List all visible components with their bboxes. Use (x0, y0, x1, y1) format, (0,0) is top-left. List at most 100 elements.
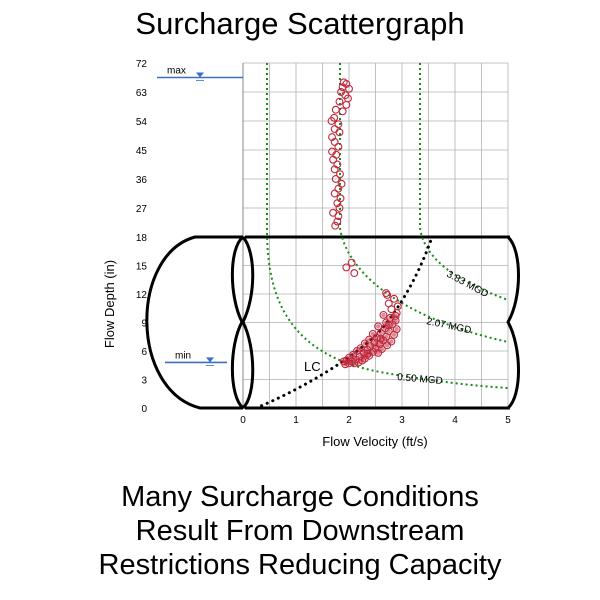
data-point-fill (346, 355, 352, 360)
data-point (376, 329, 385, 337)
data-point (330, 125, 339, 134)
caption-line-1: Many Surcharge Conditions (121, 481, 479, 513)
data-point-fill (365, 347, 370, 353)
curve-label-2-07-mgd: 2.07 MGD (425, 316, 472, 336)
pipe-outline (145, 235, 520, 410)
max-level-label: max (167, 66, 186, 77)
data-point (333, 199, 342, 208)
data-point (327, 117, 336, 125)
data-point (331, 175, 340, 183)
data-point-fill (383, 334, 389, 339)
data-point-fill (379, 346, 385, 352)
x-tick-label: 4 (452, 415, 458, 426)
max-level-icon (196, 72, 204, 78)
min-level-icon (206, 357, 214, 363)
curve-label-lc: LC (304, 359, 321, 374)
data-point-fill (362, 341, 368, 346)
x-tick-label: 1 (293, 415, 299, 426)
lc-curve (254, 235, 434, 410)
x-tick-label: 2 (346, 415, 352, 426)
iso-q-curve-2-07-mgd (339, 63, 509, 343)
data-point-fill (394, 326, 399, 332)
data-point (342, 100, 351, 109)
data-point (335, 128, 344, 137)
data-point (379, 310, 388, 319)
data-point-fill (354, 348, 360, 354)
data-point-fill (386, 328, 391, 334)
iso-flow-curves (254, 63, 509, 410)
data-point (336, 170, 344, 179)
data-point-fill (375, 324, 381, 329)
data-point-fill (370, 331, 376, 337)
data-point-fill (368, 344, 373, 349)
data-point (342, 263, 351, 272)
data-point-fill (381, 312, 386, 318)
y-tick-label: 9 (141, 319, 147, 330)
curve-label-3-83-mgd: 3.83 MGD (445, 269, 490, 300)
data-point-fill (373, 345, 378, 351)
data-point-fill (391, 332, 397, 338)
caption-line-3: Restrictions Reducing Capacity (98, 549, 502, 581)
data-point (334, 120, 343, 129)
y-axis-label: Flow Depth (in) (102, 260, 117, 348)
data-point (331, 221, 340, 230)
y-tick-label: 27 (136, 204, 148, 215)
data-point-fill (389, 339, 394, 344)
page-title: Surcharge Scattergraph (135, 6, 465, 41)
data-point (383, 341, 392, 350)
y-tick-label: 15 (136, 262, 148, 273)
data-point-fill (365, 351, 370, 357)
data-points (327, 78, 402, 369)
data-point (330, 165, 339, 174)
y-tick-label: 72 (136, 59, 148, 70)
data-point (334, 184, 343, 193)
data-point (338, 107, 347, 116)
data-point (347, 258, 356, 267)
data-point-fill (375, 350, 381, 356)
data-point-fill (370, 349, 376, 355)
data-point-fill (366, 337, 372, 342)
x-tick-label: 0 (240, 415, 246, 426)
data-point-fill (386, 323, 391, 328)
min-level-label: min (175, 350, 191, 361)
iso-q-curve-3-83-mgd (419, 63, 509, 301)
y-tick-label: 0 (141, 404, 147, 415)
y-tick-label: 54 (136, 117, 148, 128)
y-tick-label: 3 (141, 376, 147, 387)
data-point (335, 97, 344, 106)
x-axis-label: Flow Velocity (ft/s) (322, 434, 427, 449)
level-markers: max min (157, 66, 243, 366)
data-point-fill (352, 361, 357, 366)
data-point-fill (346, 361, 352, 366)
y-tick-label: 36 (136, 175, 148, 186)
data-point (331, 105, 340, 114)
data-point-fill (353, 357, 358, 362)
data-point-fill (384, 343, 390, 348)
data-point-fill (374, 335, 379, 340)
data-point-fill (393, 313, 398, 319)
caption: Many Surcharge Conditions Result From Do… (0, 480, 600, 582)
data-point (330, 189, 339, 198)
data-point (393, 302, 402, 311)
x-tick-label: 3 (399, 415, 405, 426)
data-point-fill (343, 362, 348, 367)
data-point (345, 84, 353, 93)
data-point-fill (377, 342, 382, 347)
data-point (350, 269, 359, 278)
data-point-fill (383, 320, 389, 325)
data-point (383, 291, 392, 299)
data-point (334, 142, 343, 151)
iso-q-curve-0-50-mgd (266, 63, 509, 389)
y-tick-label: 6 (141, 347, 147, 358)
data-point (390, 294, 398, 303)
data-point (330, 137, 339, 146)
y-tick-label: 63 (136, 88, 148, 99)
y-tick-label: 45 (136, 146, 148, 157)
data-point-fill (372, 340, 377, 345)
data-point (335, 204, 344, 212)
data-point (334, 212, 343, 221)
data-point (390, 330, 398, 339)
data-point (333, 217, 342, 226)
data-point (329, 155, 338, 164)
